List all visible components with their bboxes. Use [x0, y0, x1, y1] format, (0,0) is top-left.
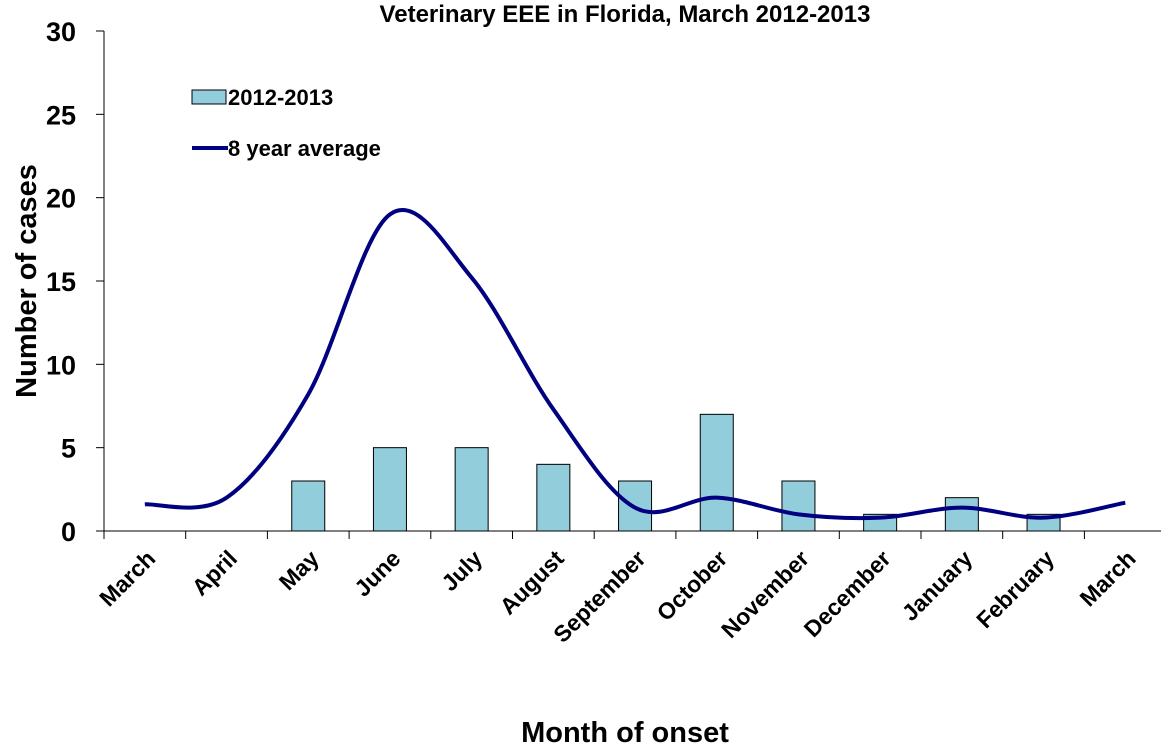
x-axis-label: Month of onset [521, 717, 729, 749]
x-tick-label: November [716, 545, 814, 643]
x-tick-label: March [94, 545, 160, 611]
x-tick-label: May [274, 545, 324, 595]
legend-label: 8 year average [228, 136, 381, 161]
y-tick-label: 30 [46, 17, 76, 47]
line [144, 208, 1126, 521]
bar [944, 497, 979, 532]
x-tick-label: January [897, 545, 978, 626]
y-tick-label: 15 [46, 267, 76, 297]
bar [291, 480, 326, 532]
bar [781, 480, 816, 532]
y-axis-label: Number of cases [11, 164, 43, 398]
bar [536, 463, 571, 532]
x-tick-label: August [494, 545, 569, 620]
x-tick-label: December [799, 545, 896, 642]
x-tick-label: March [1074, 545, 1140, 611]
x-tick-label: June [349, 545, 405, 601]
bar [699, 413, 734, 532]
y-tick-label: 20 [46, 184, 76, 214]
bar [372, 447, 407, 532]
y-tick-label: 5 [61, 434, 76, 464]
y-tick-label: 10 [46, 350, 76, 380]
x-tick-label: February [971, 545, 1059, 633]
bar [454, 447, 489, 532]
y-tick-label: 25 [46, 100, 76, 130]
x-tick-label: July [436, 545, 487, 596]
chart-title: Veterinary EEE in Florida, March 2012-20… [380, 1, 871, 28]
legend-label: 2012-2013 [228, 85, 333, 110]
legend-swatch [191, 89, 227, 105]
x-tick-label: October [652, 545, 733, 626]
y-tick-label: 0 [61, 517, 76, 547]
x-tick-label: April [187, 545, 242, 600]
